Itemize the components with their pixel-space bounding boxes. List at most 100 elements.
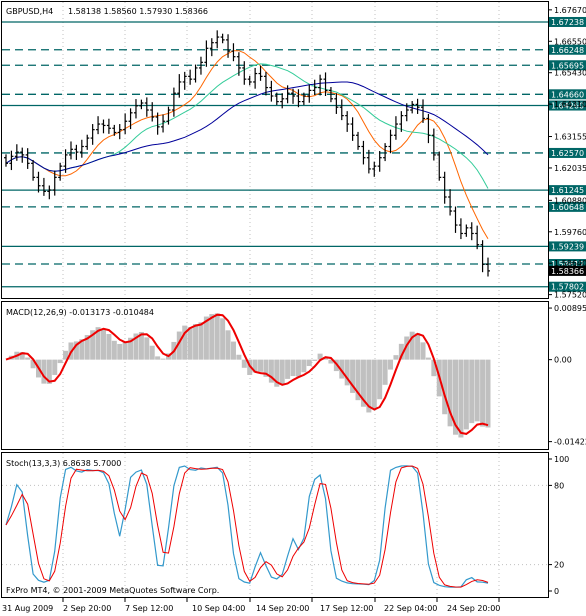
macd-signal-line	[5, 313, 489, 435]
price-bar	[128, 108, 133, 130]
price-bar	[14, 144, 19, 161]
macd-histogram-bar	[474, 359, 480, 422]
price-bar	[123, 113, 128, 135]
vertical-grid	[62, 2, 500, 597]
price-bars[interactable]	[4, 30, 490, 277]
price-bar	[204, 40, 209, 67]
macd-histogram-bar	[485, 359, 491, 428]
stoch-panel-frame	[1, 452, 549, 598]
price-bar	[280, 93, 285, 109]
level-tag-label: 1.60648	[551, 203, 584, 212]
price-bar	[139, 99, 144, 110]
macd-histogram-bar	[350, 359, 356, 393]
price-bar	[220, 33, 225, 44]
stoch-tick-label: 80	[554, 481, 564, 490]
macd-histogram-bar	[90, 330, 96, 360]
macd-histogram-bar	[420, 342, 426, 360]
macd-histogram-bar	[128, 337, 134, 360]
level-tag	[549, 265, 586, 276]
macd-histogram-bar	[214, 313, 220, 360]
macd-histogram-bar	[415, 333, 421, 360]
macd-histogram-bar	[138, 331, 144, 360]
price-bar	[393, 116, 398, 140]
price-bar	[117, 124, 122, 140]
macd-histogram-bar	[241, 359, 247, 368]
macd-histogram-bar	[187, 327, 193, 360]
time-axis: 31 Aug 2009 2 Sep 20:00 7 Sep 12:00 10 Sep …	[2, 598, 500, 613]
macd-histogram-bar	[388, 359, 394, 370]
macd-histogram-bar	[25, 357, 31, 360]
macd-histogram-bar	[442, 359, 448, 415]
macd-histogram-bar	[453, 359, 459, 435]
price-bar	[426, 113, 431, 144]
price-bar	[52, 170, 57, 196]
price-bar	[20, 147, 25, 163]
macd-histogram-bar	[366, 359, 372, 413]
level-tag	[549, 241, 586, 252]
price-bar	[133, 99, 138, 119]
price-bar	[79, 139, 84, 158]
price-bar	[188, 69, 193, 85]
price-axis: 1.67670 1.66550 1.65430 1.64310 1.63155 1.620…	[548, 6, 586, 300]
macd-histogram-bar	[225, 330, 231, 360]
stoch-tick-label: 20	[554, 561, 564, 570]
level-tag-label: 1.64660	[551, 90, 584, 99]
level-tag-label: 1.58612	[551, 260, 584, 269]
price-bar	[464, 224, 469, 237]
time-label: 24 Sep 20:00	[447, 604, 500, 613]
level-tag	[549, 147, 586, 158]
price-bar	[334, 93, 339, 114]
price-bar	[475, 225, 480, 250]
price-bar	[366, 149, 371, 174]
macd-histogram-bar	[209, 314, 215, 360]
price-bar	[112, 124, 117, 136]
price-tick-label: 1.58640	[554, 259, 586, 268]
price-bar	[263, 71, 268, 96]
price-bar	[469, 222, 474, 241]
price-bar	[480, 240, 485, 273]
price-bar	[236, 52, 241, 76]
level-tag-label: 1.62570	[551, 149, 584, 158]
macd-histogram-bar	[393, 355, 399, 360]
price-bar	[193, 64, 198, 83]
macd-histogram-bar	[469, 359, 475, 424]
macd-histogram-bar	[193, 324, 199, 360]
price-bar	[90, 124, 95, 145]
macd-histogram-bar	[258, 359, 264, 372]
price-bar	[399, 111, 404, 132]
macd-title: MACD(12,26,9) -0.013173 -0.010484	[6, 308, 154, 317]
price-bar	[31, 159, 36, 181]
price-bar	[58, 162, 63, 181]
level-tag	[549, 89, 586, 100]
price-bar	[215, 30, 220, 49]
price-tick-label: 1.64310	[554, 100, 586, 109]
level-tag-label: 1.64260	[551, 102, 584, 111]
price-bar	[361, 140, 366, 165]
macd-histogram-bar	[344, 359, 350, 386]
level-tag-label: 1.65695	[551, 61, 584, 70]
price-tick-label: 1.60880	[554, 196, 586, 205]
time-label: 17 Sep 12:00	[320, 604, 373, 613]
price-bar	[177, 74, 182, 98]
price-bar	[291, 88, 296, 104]
price-bar	[372, 161, 377, 177]
price-bar	[198, 56, 203, 75]
price-bar	[101, 119, 106, 134]
macd-histogram-bar	[431, 359, 437, 377]
price-bar	[431, 128, 436, 161]
price-bar	[144, 97, 149, 117]
price-bar	[68, 141, 73, 160]
macd-histogram-bar	[377, 359, 383, 400]
price-bar	[41, 177, 46, 196]
macd-histogram-bar	[317, 353, 323, 360]
level-tag	[549, 44, 586, 55]
macd-histogram-bar	[155, 356, 161, 360]
level-tag	[549, 201, 586, 212]
macd-histogram-bar	[360, 359, 366, 407]
macd-histogram-bar	[328, 359, 334, 364]
macd-histogram-bar	[425, 357, 431, 360]
price-bar	[209, 38, 214, 57]
copyright-footer: FxPro MT4, © 2001-2009 MetaQuotes Softwa…	[6, 586, 219, 595]
macd-histogram-bar	[447, 359, 453, 427]
